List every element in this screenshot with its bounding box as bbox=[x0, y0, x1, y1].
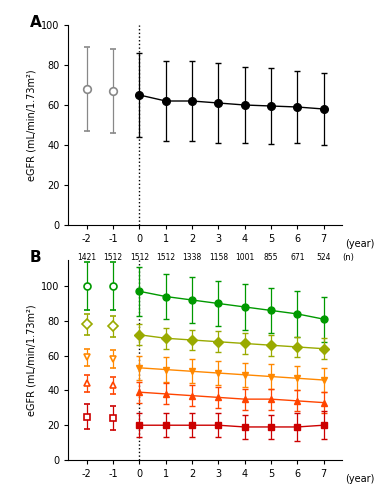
Text: (year): (year) bbox=[345, 239, 374, 249]
Text: A: A bbox=[30, 15, 42, 30]
Text: B: B bbox=[30, 250, 42, 265]
Text: 855: 855 bbox=[264, 253, 278, 262]
Text: 671: 671 bbox=[290, 253, 304, 262]
Text: 1421: 1421 bbox=[77, 253, 97, 262]
Text: 524: 524 bbox=[316, 253, 331, 262]
Text: 1512: 1512 bbox=[130, 253, 149, 262]
Text: 1338: 1338 bbox=[182, 253, 202, 262]
Text: 1001: 1001 bbox=[235, 253, 254, 262]
Text: 1512: 1512 bbox=[104, 253, 123, 262]
Text: (n): (n) bbox=[342, 253, 354, 262]
Text: 1158: 1158 bbox=[209, 253, 228, 262]
Text: (year): (year) bbox=[345, 474, 374, 484]
Y-axis label: eGFR (mL/min/1.73m²): eGFR (mL/min/1.73m²) bbox=[27, 69, 37, 181]
Y-axis label: eGFR (mL/min/1.73m²): eGFR (mL/min/1.73m²) bbox=[27, 304, 37, 416]
Text: 1512: 1512 bbox=[156, 253, 175, 262]
